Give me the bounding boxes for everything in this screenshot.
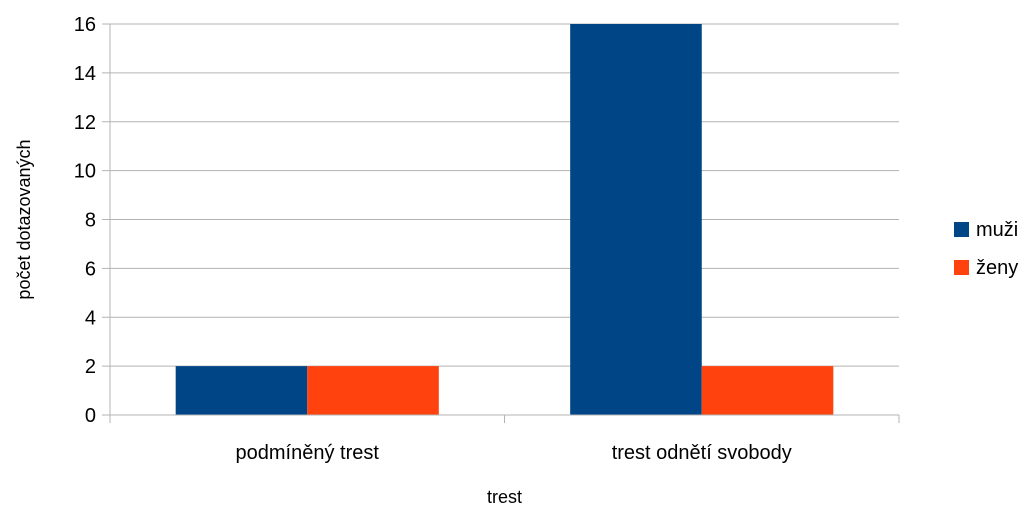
y-tick-label: 2 bbox=[85, 356, 96, 378]
y-tick-label: 16 bbox=[74, 14, 96, 36]
legend-swatch bbox=[954, 260, 969, 275]
y-tick-label: 14 bbox=[74, 63, 96, 85]
y-tick-label: 8 bbox=[85, 210, 96, 232]
x-tick-label: trest odnětí svobody bbox=[612, 442, 792, 464]
bar-muzi-0 bbox=[175, 366, 308, 415]
legend-swatch bbox=[954, 222, 969, 237]
y-tick-label: 12 bbox=[74, 112, 96, 134]
grid-lines bbox=[110, 23, 899, 367]
legend-label: muži bbox=[976, 219, 1018, 241]
legend-label: ženy bbox=[976, 257, 1018, 279]
bars bbox=[175, 24, 834, 415]
axes bbox=[102, 23, 900, 423]
x-tick-labels: podmíněný trest trest odnětí svobody bbox=[236, 442, 792, 464]
bar-muzi-1 bbox=[570, 24, 702, 415]
legend: muži ženy bbox=[954, 219, 1018, 279]
y-tick-label: 4 bbox=[85, 307, 96, 329]
x-tick-label: podmíněný trest bbox=[236, 442, 380, 464]
y-tick-label: 10 bbox=[74, 161, 96, 183]
y-tick-label: 0 bbox=[85, 405, 96, 427]
bar-zeny-1 bbox=[701, 366, 834, 415]
y-tick-label: 6 bbox=[85, 258, 96, 280]
y-tick-labels: 0 2 4 6 8 10 12 14 16 bbox=[74, 14, 96, 427]
x-axis-title: trest bbox=[487, 487, 522, 507]
bar-zeny-0 bbox=[307, 366, 439, 415]
y-axis-title: počet dotazovaných bbox=[14, 139, 34, 299]
